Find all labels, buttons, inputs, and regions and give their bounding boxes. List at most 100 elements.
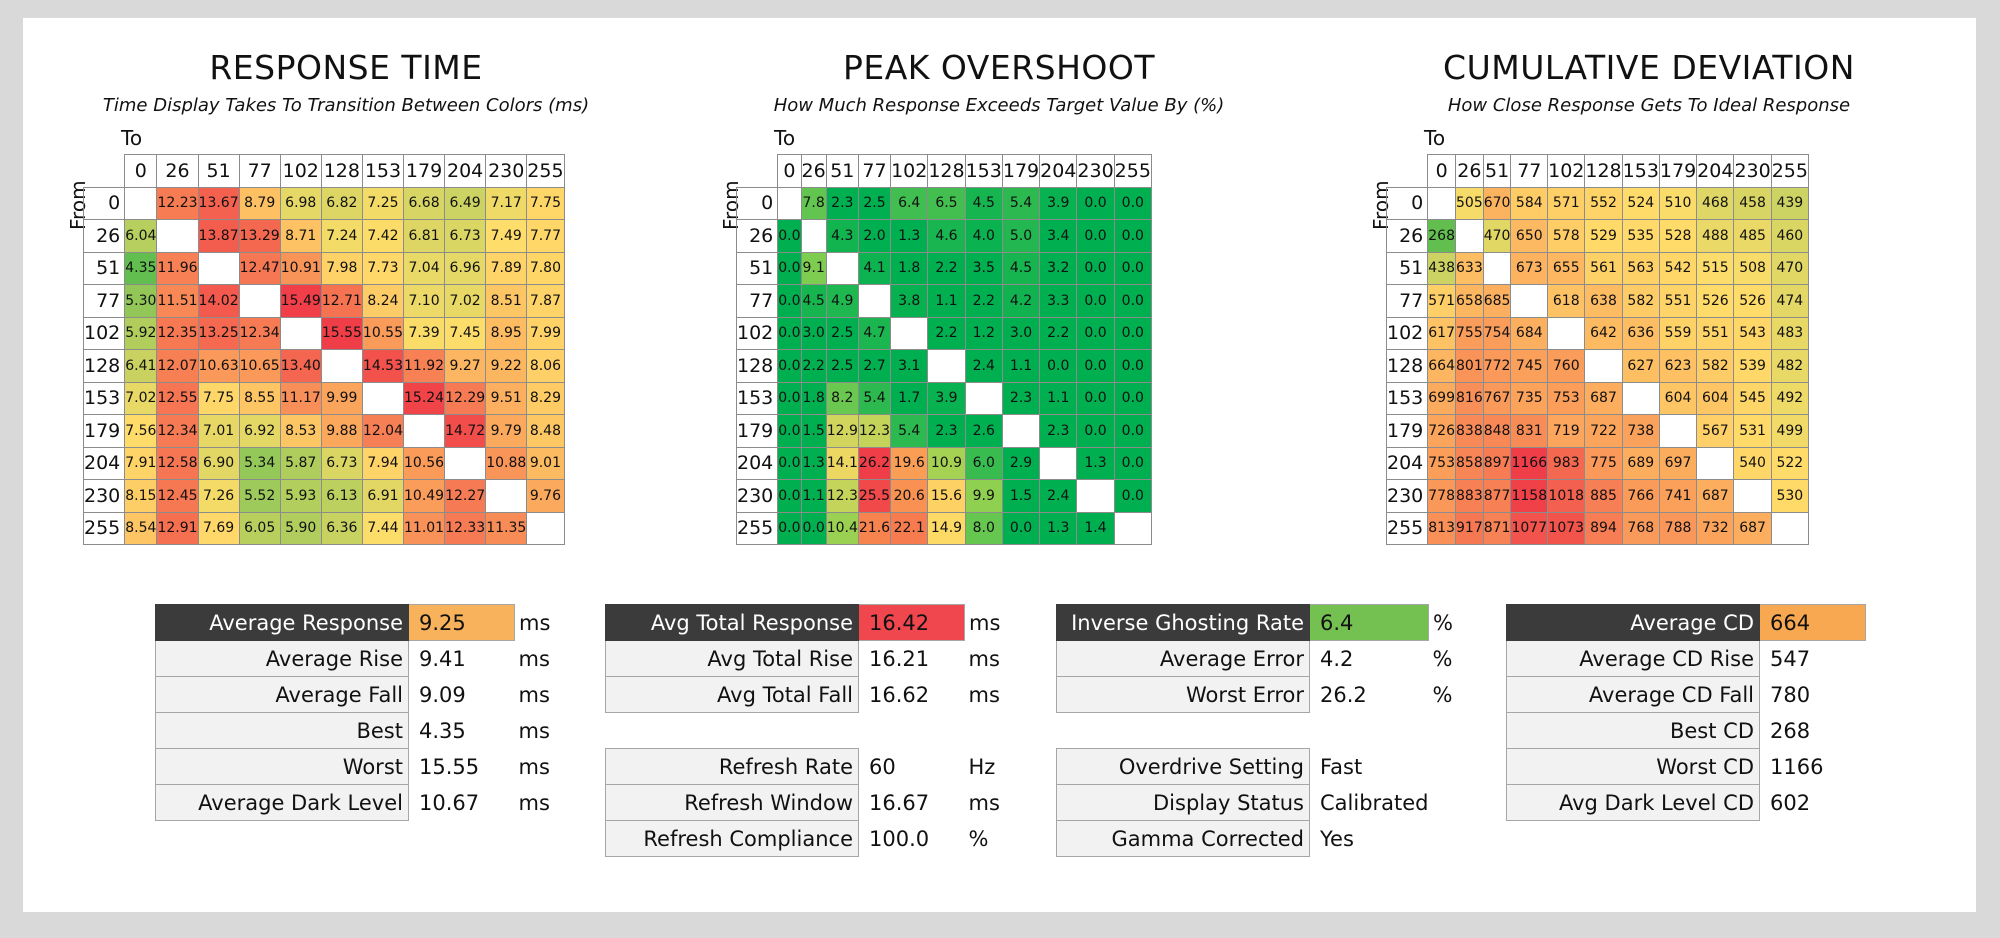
row-header: 204: [735, 446, 779, 480]
heatmap-cell: 7.42: [361, 219, 405, 253]
heatmap-cell: 12.91: [156, 511, 199, 545]
column-header: 153: [361, 154, 405, 188]
row-header: 77: [735, 284, 779, 318]
heatmap-cell: 12.45: [156, 479, 199, 513]
heatmap-cell: 0.0: [1113, 479, 1152, 513]
heatmap-cell: 7.02: [124, 381, 158, 415]
row-header: 128: [82, 349, 126, 383]
stat-unit: [1866, 605, 1911, 641]
column-header: 102: [1547, 154, 1586, 188]
heatmap-cell: 1166: [1510, 446, 1549, 480]
heatmap-cell: 12.58: [156, 446, 199, 480]
heatmap-cell: 0.0: [777, 219, 802, 253]
heatmap-cell: 8.06: [526, 349, 565, 383]
heatmap-cell: 515: [1696, 251, 1735, 285]
heatmap-cell: 9.76: [526, 479, 565, 513]
heatmap-cell: 578: [1547, 219, 1586, 253]
heatmap-cell: 12.3: [857, 414, 892, 448]
heatmap-cell: 529: [1584, 219, 1623, 253]
stat-label: Average Error: [1056, 640, 1310, 677]
diagonal-cell: [1482, 251, 1512, 285]
column-header: 179: [1001, 154, 1041, 188]
heatmap-cell: 13.29: [238, 219, 281, 253]
stats-table: Average CD 664 Average CD Rise 547 Average C…: [1506, 604, 1911, 821]
heatmap-cell: 540: [1733, 446, 1772, 480]
heatmap-cell: 2.5: [825, 349, 859, 383]
heatmap-cell: 571: [1427, 284, 1456, 318]
heatmap-cell: 12.29: [444, 381, 487, 415]
stat-label: Average CD Fall: [1506, 676, 1760, 713]
heatmap-cell: 7.75: [526, 186, 565, 220]
heatmap-cell: 766: [1621, 479, 1660, 513]
heatmap-cell: 0.0: [1076, 381, 1115, 415]
column-header: 51: [1482, 154, 1512, 188]
heatmap-cell: 1073: [1547, 511, 1586, 545]
heatmap-cell: 0.0: [1113, 219, 1152, 253]
diagonal-cell: [1733, 479, 1772, 513]
heatmap-cell: 772: [1482, 349, 1512, 383]
diagonal-cell: [1455, 219, 1484, 253]
heatmap-cell: 470: [1770, 251, 1809, 285]
diagonal-cell: [238, 284, 281, 318]
heatmap-cell: 1.2: [964, 316, 1003, 350]
heatmap-cell: 6.68: [402, 186, 446, 220]
heatmap-cell: 584: [1510, 186, 1549, 220]
heatmap-cell: 7.87: [526, 284, 565, 318]
heatmap-cell: 12.34: [238, 316, 281, 350]
stat-label: Avg Total Rise: [605, 640, 859, 677]
diagonal-cell: [1696, 446, 1735, 480]
diagonal-cell: [526, 511, 565, 545]
row-header: 230: [735, 479, 779, 513]
heatmap-cell: 3.0: [1001, 316, 1041, 350]
heatmap-cell: 552: [1584, 186, 1623, 220]
row-header: 204: [82, 446, 126, 480]
heatmap-cell: 4.9: [825, 284, 859, 318]
heatmap-cell: 618: [1547, 284, 1586, 318]
heatmap-cell: 13.40: [279, 349, 322, 383]
heatmap-cell: 8.71: [279, 219, 322, 253]
row-header: 179: [82, 414, 126, 448]
heatmap-cell: 0.0: [1076, 251, 1115, 285]
heatmap-cell: 1.3: [1076, 446, 1115, 480]
heatmap-cell: 8.53: [279, 414, 322, 448]
heatmap-cell: 10.56: [402, 446, 446, 480]
heatmap-cell: 1077: [1510, 511, 1549, 545]
column-header: 102: [279, 154, 322, 188]
heatmap-cell: 9.99: [320, 381, 363, 415]
stat-unit: [1866, 641, 1911, 677]
stat-label: Average CD Rise: [1506, 640, 1760, 677]
column-header: 153: [964, 154, 1003, 188]
heatmap-cell: 5.87: [279, 446, 322, 480]
column-header: 102: [890, 154, 929, 188]
heatmap-cell: 2.4: [1039, 479, 1078, 513]
row-header: 102: [82, 316, 126, 350]
heatmap-cell: 2.3: [927, 414, 966, 448]
stat-unit: %: [1433, 610, 1453, 635]
heatmap-cell: 571: [1547, 186, 1586, 220]
heatmap-cell: 0.0: [1113, 349, 1152, 383]
heatmap-cell: 0.0: [1001, 511, 1041, 545]
panel-title: RESPONSE TIME: [209, 48, 483, 87]
heatmap-cell: 673: [1510, 251, 1549, 285]
heatmap-cell: 6.82: [320, 186, 363, 220]
column-header: 230: [485, 154, 528, 188]
heatmap-cell: 0.0: [1039, 349, 1078, 383]
grid-corner: [736, 154, 779, 188]
diagonal-cell: [1770, 511, 1809, 545]
heatmap-cell: 3.9: [927, 381, 966, 415]
heatmap-cell: 2.2: [1039, 316, 1078, 350]
column-header: 204: [1039, 154, 1078, 188]
heatmap-cell: 2.6: [964, 414, 1003, 448]
heatmap-cell: 9.22: [485, 349, 528, 383]
heatmap-cell: 871: [1482, 511, 1512, 545]
heatmap-cell: 689: [1621, 446, 1660, 480]
heatmap-cell: 11.51: [156, 284, 199, 318]
heatmap-cell: 12.71: [320, 284, 363, 318]
heatmap-cell: 7.17: [485, 186, 528, 220]
heatmap-cell: 543: [1733, 316, 1772, 350]
heatmap-cell: 7.99: [526, 316, 565, 350]
stat-label: Refresh Window: [605, 784, 859, 821]
heatmap-cell: 4.2: [1001, 284, 1041, 318]
stat-value: 4.2: [1320, 646, 1354, 671]
column-header: 26: [800, 154, 827, 188]
